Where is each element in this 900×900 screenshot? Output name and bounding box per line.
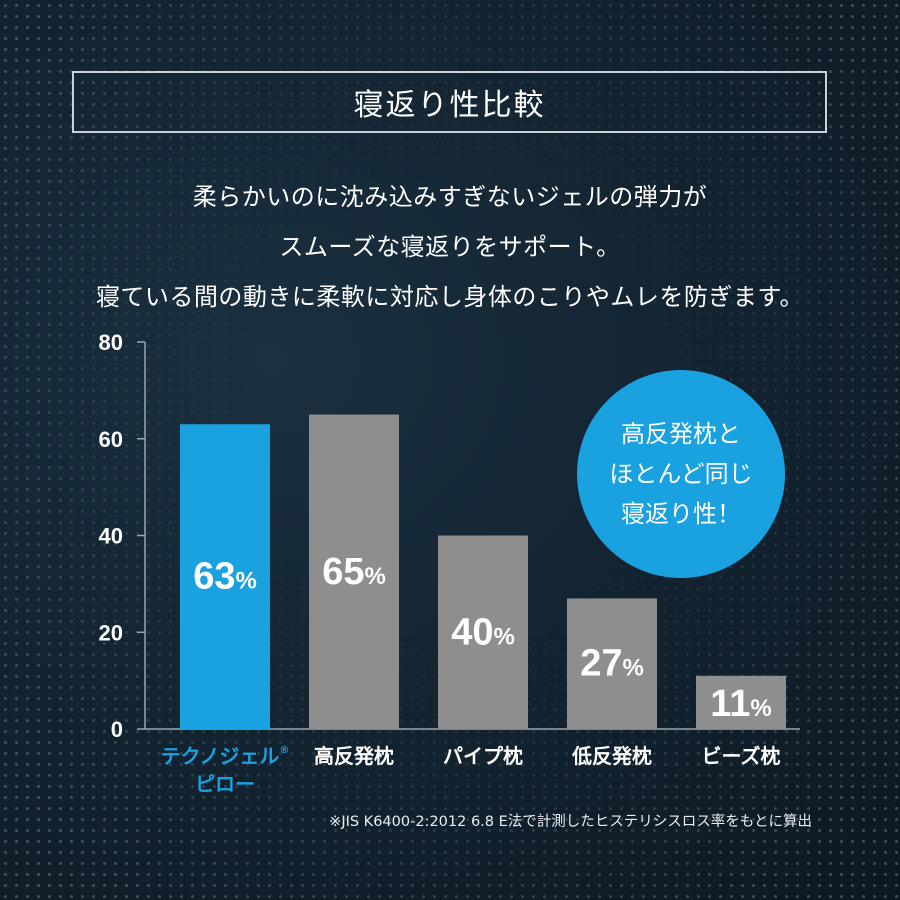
bar [180, 424, 270, 729]
category-label: ビーズ枕 [702, 744, 781, 768]
bar [696, 675, 786, 729]
callout-line-2: ほとんど同じ [609, 460, 753, 488]
category-label: テクノジェル® [161, 744, 290, 768]
bar-value-label: 11% [710, 683, 772, 725]
y-tick-label: 20 [99, 620, 123, 645]
title-box: 寝返り性比較 [72, 71, 827, 133]
y-tick-label: 0 [111, 717, 123, 742]
bar-value-label: 40% [451, 611, 515, 653]
y-tick-label: 40 [99, 524, 123, 549]
description-line-1: 柔らかいのに沈み込みすぎないジェルの弾力が [192, 183, 708, 211]
y-tick-label: 60 [99, 427, 123, 452]
bar [567, 598, 657, 729]
bar [438, 535, 528, 729]
bar-value-label: 65% [322, 551, 386, 593]
category-label: 高反発枕 [314, 744, 394, 768]
description-line-2: スムーズな寝返りをサポート。 [279, 233, 621, 261]
description-line-3: 寝ている間の動きに柔軟に対応し身体のこりやムレを防ぎます。 [95, 283, 805, 311]
y-tick-label: 80 [99, 330, 123, 355]
bar-value-label: 27% [580, 643, 644, 685]
bar-value-label: 63% [193, 556, 257, 598]
callout-line-3: 寝返り性！ [621, 500, 741, 528]
category-label: パイプ枕 [443, 744, 523, 768]
page-title: 寝返り性比較 [353, 88, 546, 123]
callout-bubble: 高反発枕と ほとんど同じ 寝返り性！ [577, 370, 785, 578]
bar [309, 414, 399, 729]
footnote: ※JIS K6400-2:2012 6.8 E法で計測したヒステリシスロス率をも… [329, 814, 812, 830]
callout-line-1: 高反発枕と [621, 420, 741, 448]
category-label: ピロー [195, 772, 255, 796]
category-label: 低反発枕 [571, 744, 652, 768]
